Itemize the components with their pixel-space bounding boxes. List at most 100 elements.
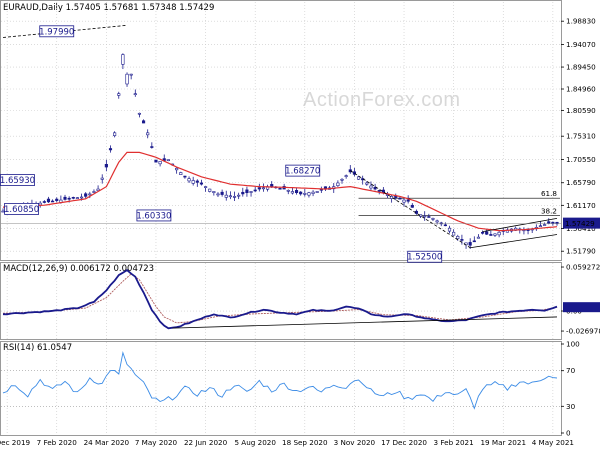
candle (394, 195, 398, 198)
candle (245, 189, 249, 194)
candle (183, 175, 187, 178)
candle (493, 233, 497, 236)
candle (154, 159, 158, 163)
price-tick-label: 1.84960 (566, 85, 596, 94)
candle (481, 231, 485, 234)
rsi-tick-label: 70 (566, 366, 576, 375)
price-tick-label: 1.98830 (566, 17, 596, 26)
candle (187, 178, 191, 182)
x-tick-label: 24 Mar 2020 (84, 438, 130, 447)
candle (369, 185, 373, 189)
candle (299, 191, 303, 195)
price-annotation-box (4, 203, 40, 215)
channel-lower-line (470, 234, 558, 249)
candle (84, 193, 88, 197)
candle (158, 161, 162, 165)
candle (410, 204, 414, 208)
candle (398, 197, 402, 200)
candle (212, 191, 216, 193)
candle (249, 191, 253, 193)
swing-line (350, 170, 471, 249)
price-panel: 1.98830 1.94070 1.89450 1.84960 1.80590 1.753… (0, 2, 600, 435)
price-annotation-label: 1.52500 (407, 253, 442, 263)
candle (150, 146, 154, 148)
candle (402, 199, 406, 203)
price-tick-label: 1.70550 (566, 155, 596, 164)
candle (237, 194, 241, 197)
rsi-tick-label: 100 (566, 340, 580, 349)
candle (356, 176, 361, 180)
macd-trendline (172, 316, 558, 329)
candle (336, 182, 340, 187)
candle (92, 191, 96, 193)
price-annotation-box (39, 25, 75, 38)
candle (204, 186, 208, 188)
macd-title: MACD(12,26,9) 0.006172 0.004723 (3, 264, 154, 274)
candle (42, 201, 46, 203)
candle (162, 158, 166, 161)
price-annotation-label: 1.60330 (136, 211, 171, 221)
candle (365, 182, 369, 185)
candle (278, 187, 282, 190)
candle (431, 218, 435, 220)
candle (166, 159, 170, 162)
candle (315, 191, 319, 193)
x-tick-label: 17 Dec 2020 (381, 438, 427, 447)
candle (228, 195, 232, 198)
candle (538, 225, 543, 228)
candle (179, 172, 183, 175)
candle (191, 180, 195, 184)
price-annotation-box (407, 250, 443, 263)
candle (390, 196, 394, 199)
candle (460, 239, 464, 241)
x-tick-label: 7 May 2020 (135, 438, 178, 447)
price-annotation-label: 1.60850 (4, 205, 39, 215)
rsi-title: RSI(14) 61.0547 (3, 343, 72, 353)
candle (340, 178, 344, 181)
price-tick-label: 1.61170 (566, 201, 596, 210)
candle (88, 193, 92, 196)
x-tick-label: 5 Aug 2020 (234, 438, 276, 447)
rsi-tick-label: 30 (566, 402, 576, 411)
candle (133, 93, 137, 96)
price-tick-label: 1.51790 (566, 247, 596, 256)
x-tick-label: 19 Mar 2021 (480, 438, 526, 447)
candle (307, 192, 311, 196)
candle (261, 187, 266, 190)
fib-label: 61.8 (541, 189, 557, 198)
price-tick-label: 1.94070 (566, 40, 596, 49)
candle (344, 175, 348, 177)
watermark: ActionForex.com (303, 89, 461, 111)
candle (423, 215, 427, 218)
candle (117, 93, 121, 96)
rsi-panel: 100 70 30 0 (1, 340, 580, 438)
candle (79, 196, 84, 199)
candle (71, 197, 75, 199)
x-tick-label: 23 Dec 2019 (0, 438, 31, 447)
candle (543, 224, 547, 226)
candle (435, 220, 439, 223)
macd-panel: 0.0592720.00-0.026978 (1, 263, 600, 336)
candle (55, 198, 59, 201)
x-tick-label: 22 Jun 2020 (184, 438, 228, 447)
price-panel-frame (0, 0, 562, 261)
candle (121, 54, 125, 65)
candle (75, 197, 79, 199)
candle (456, 236, 460, 240)
x-tick-label: 18 Sep 2020 (282, 438, 328, 447)
candle (241, 191, 245, 195)
candle (468, 242, 472, 246)
candle (38, 202, 42, 206)
price-tick-label: 1.89450 (566, 63, 596, 72)
price-tick-label: 1.75310 (566, 132, 596, 141)
current-price-box (563, 217, 600, 229)
candle (311, 191, 315, 194)
candle (113, 132, 117, 136)
candle (100, 177, 104, 180)
candle (352, 171, 356, 175)
candle (443, 224, 447, 227)
candle (175, 167, 179, 171)
price-annotation-label: 1.65930 (0, 176, 35, 186)
price-annotation-label: 1.97990 (39, 27, 74, 37)
